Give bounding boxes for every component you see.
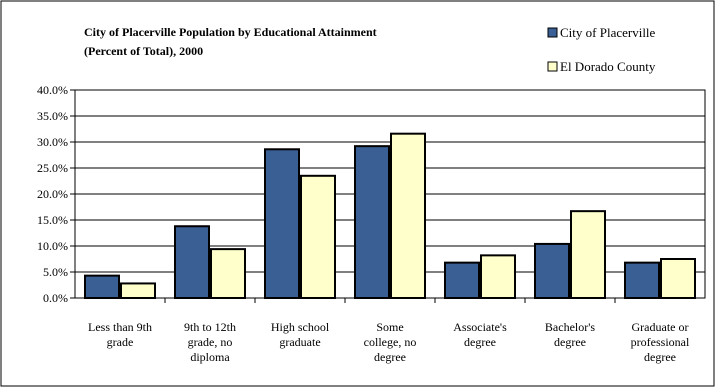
bar-series-1 — [84, 274, 120, 300]
plot-area: 0.0% 5.0% 10.0% 15.0% 20.0% 25.0% 30.0% 35.0% 40… — [37, 83, 706, 364]
bar-series-2 — [120, 282, 156, 300]
chart-title-line-1: City of Placerville Population by Educat… — [84, 25, 377, 39]
y-tick-label: 35.0% — [37, 109, 68, 123]
bar-series-1 — [174, 225, 210, 300]
bar-series-2 — [570, 210, 606, 299]
bar-series-2 — [300, 174, 336, 299]
y-tick-label: 10.0% — [37, 239, 68, 253]
y-tick-label: 5.0% — [43, 265, 68, 279]
x-tick-label: High school graduate — [271, 320, 330, 349]
legend-swatch-series-1 — [547, 27, 558, 38]
bar-series-1 — [534, 242, 570, 299]
x-tick-label: Less than 9th grade — [88, 320, 152, 349]
bar-series-2 — [390, 132, 426, 299]
bar-series-2 — [210, 248, 246, 299]
x-tick-label: Bachelor's degree — [545, 320, 595, 349]
bar-series-1 — [444, 261, 480, 300]
y-tick-label: 25.0% — [37, 161, 68, 175]
legend-label-series-2: El Dorado County — [560, 59, 656, 74]
legend-label-series-1: City of Placerville — [560, 25, 656, 40]
y-tick-label: 20.0% — [37, 187, 68, 201]
x-tick-label: Graduate or professional degree — [631, 320, 690, 364]
y-tick-label: 0.0% — [43, 291, 68, 305]
bar-series-1 — [264, 148, 300, 299]
x-tick-label: Some college, no degree — [364, 320, 417, 364]
legend-swatch-series-2 — [547, 61, 558, 72]
bar-series-1 — [354, 145, 390, 299]
y-tick-label: 40.0% — [37, 83, 68, 97]
y-tick-label: 30.0% — [37, 135, 68, 149]
bar-series-2 — [480, 254, 516, 299]
y-tick-label: 15.0% — [37, 213, 68, 227]
chart-title-line-2: (Percent of Total), 2000 — [84, 44, 203, 58]
x-tick-label: Associate's degree — [453, 320, 507, 349]
bar-series-1 — [624, 261, 660, 300]
legend: City of Placerville El Dorado County — [547, 25, 656, 74]
bar-series-2 — [660, 258, 696, 299]
x-tick-label: 9th to 12th grade, no diploma — [184, 320, 236, 364]
